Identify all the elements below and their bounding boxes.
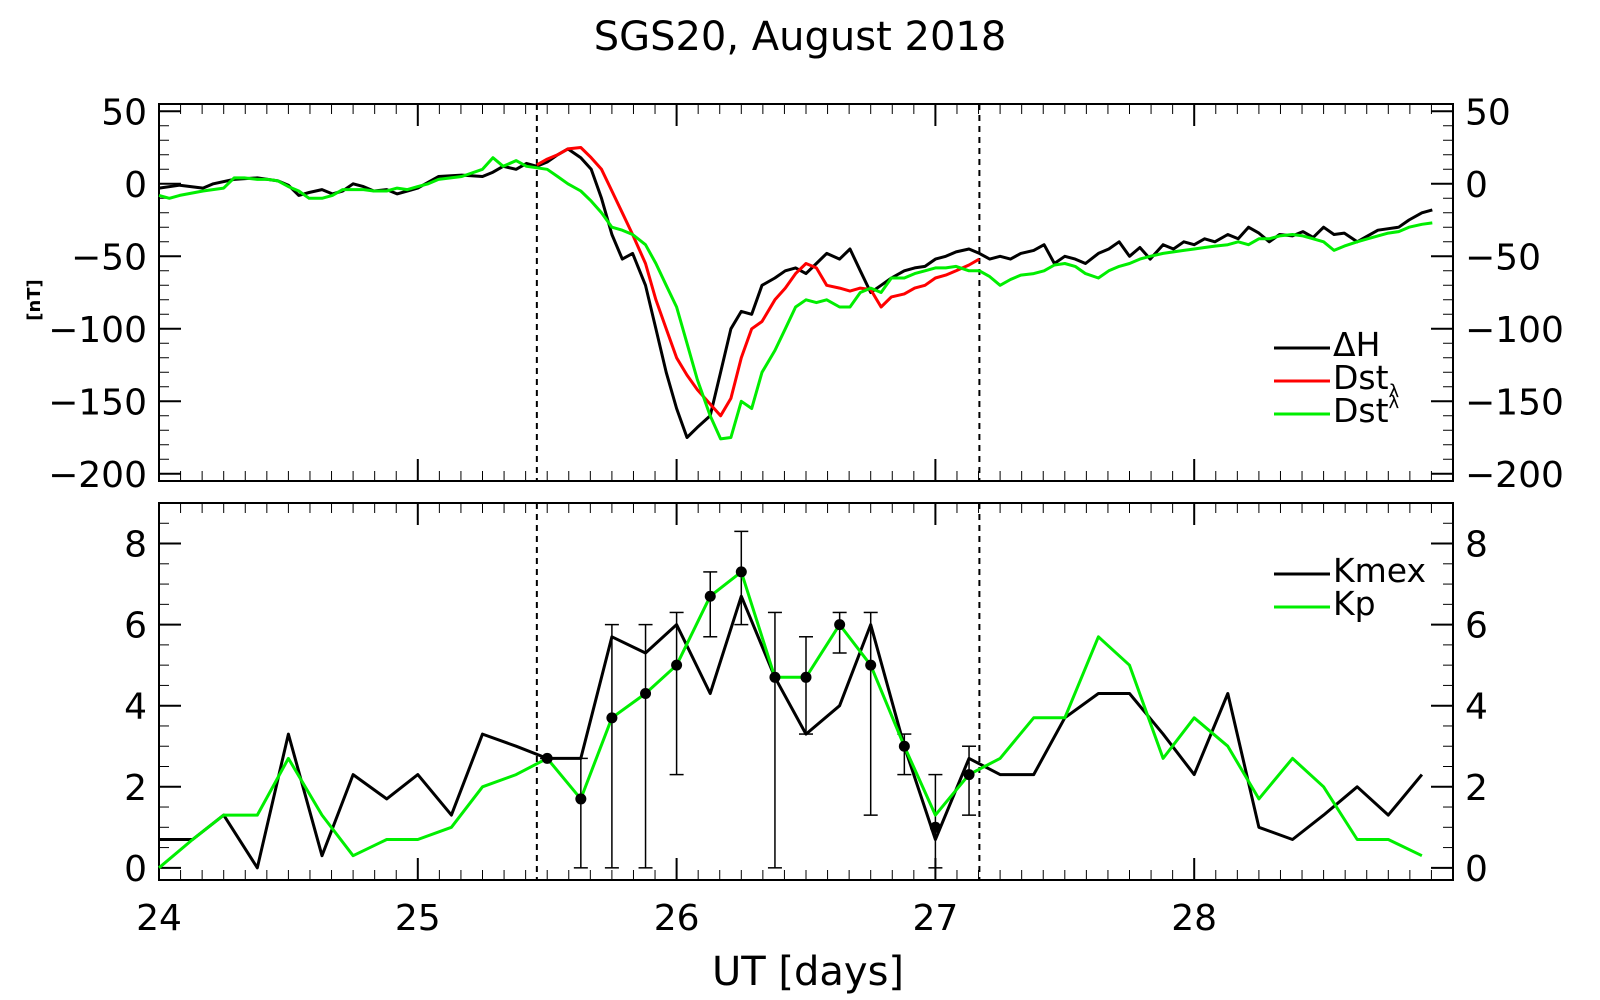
legend-dst-sub-main: Dst [1333,358,1389,397]
top-y-axis-label: [nT] [24,279,45,321]
top-ytick-label-right: 50 [1465,92,1511,133]
xtick-label: 26 [654,898,700,939]
legend-label-delta-h: ΔH [1333,325,1380,364]
legend-label-dst-sub: Dstλ [1333,358,1400,402]
bottom-ytick-label-left: 8 [124,525,147,566]
top-series-lines [158,146,1433,441]
top-axis-ticks: 50 50 0 0 −50 −50 −100 −100 −150 −150 −200 −200 [48,92,1564,496]
bottom-ytick-label-right: 8 [1465,525,1488,566]
kp-point-marker [800,671,812,683]
legend-label-dst-sup: Dstλ [1333,391,1400,430]
kp-point-marker [575,793,587,805]
bottom-ytick-label-right: 0 [1465,849,1488,890]
legend-dst-sub-script: λ [1389,381,1400,402]
xtick-label: 25 [395,898,441,939]
chart-title: SGS20, August 2018 [594,14,1007,60]
kp-point-marker [865,659,877,671]
bottom-ytick-label-left: 6 [124,606,147,647]
bottom-ytick-label-left: 2 [124,768,147,809]
kp-point-marker [929,821,941,833]
bottom-legend: Kmex Kp [1274,551,1426,623]
x-axis-label: UT [days] [712,949,904,995]
bottom-ytick-label-right: 4 [1465,687,1488,728]
kp-point-marker [606,712,618,724]
top-ytick-label-left: 50 [101,92,147,133]
top-ytick-label-right: −200 [1465,455,1564,496]
kp-point-marker [541,752,553,764]
top-panel: 50 50 0 0 −50 −50 −100 −100 −150 −150 −200 −200 [nT… [24,92,1564,496]
top-ytick-label-right: −100 [1465,310,1564,351]
top-ytick-label-left: −150 [48,382,147,423]
bottom-panel: 0 02 24 46 68 824 25 26 27 28 Kmex Kp UT [days] [124,502,1488,995]
xtick-label: 27 [912,898,958,939]
top-series-1-line [536,146,981,418]
bottom-ytick-label-right: 6 [1465,606,1488,647]
kp-point-marker [640,688,652,700]
legend-dst-sup-main: Dst [1333,391,1389,430]
kp-point-marker [769,671,781,683]
kp-error-bars [540,530,977,869]
legend-dst-sup-script: λ [1389,392,1400,413]
top-ytick-label-left: −100 [48,310,147,351]
kp-point-marker [834,619,846,631]
top-legend: ΔH Dstλ Dstλ [1274,325,1400,430]
top-ytick-label-left: 0 [124,165,147,206]
top-event-markers [535,104,981,481]
bottom-ytick-label-left: 4 [124,687,147,728]
kp-point-marker [704,590,716,602]
top-ytick-label-right: −150 [1465,382,1564,423]
kp-point-marker [898,740,910,752]
kp-point-marker [671,659,683,671]
bottom-series-lines [158,570,1424,870]
top-series-0-line [158,147,1433,439]
bottom-ytick-label-right: 2 [1465,768,1488,809]
top-series-2-line [158,156,1433,441]
xtick-label: 28 [1171,898,1217,939]
bottom-axis-ticks: 0 02 24 46 68 824 25 26 27 28 [124,502,1488,939]
top-ytick-label-left: −50 [71,237,147,278]
bottom-series-0-line [159,594,1424,870]
top-ytick-label-right: −50 [1465,237,1541,278]
bottom-event-markers [535,503,981,880]
legend-label-kp: Kp [1333,584,1376,623]
kp-point-marker [735,566,747,578]
top-ytick-label-left: −200 [48,455,147,496]
bottom-ytick-label-left: 0 [124,849,147,890]
xtick-label: 24 [136,898,182,939]
bottom-series-1-line [158,570,1423,869]
legend-label-kmex: Kmex [1333,551,1426,590]
kp-point-marker [963,769,975,781]
top-plot-frame [158,103,1454,482]
kp-markers [541,566,975,833]
top-ytick-label-right: 0 [1465,165,1488,206]
